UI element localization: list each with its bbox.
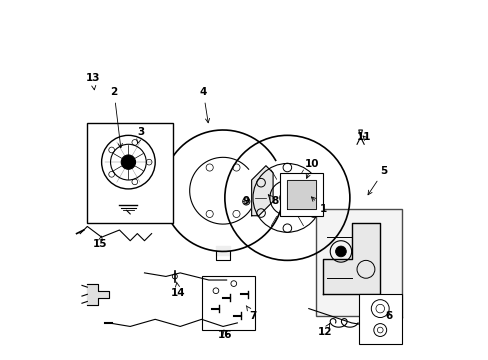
Circle shape (121, 155, 135, 169)
Text: 3: 3 (137, 127, 144, 143)
Text: 5: 5 (367, 166, 386, 195)
Circle shape (335, 246, 346, 257)
Text: 15: 15 (92, 236, 107, 249)
Text: 11: 11 (356, 132, 371, 142)
Polygon shape (251, 166, 272, 216)
Polygon shape (323, 223, 380, 294)
Bar (358, 294, 401, 344)
Text: 6: 6 (385, 311, 392, 321)
Text: 1: 1 (311, 197, 326, 213)
Bar (201, 276, 255, 330)
Bar (87, 123, 173, 223)
Polygon shape (87, 284, 108, 305)
Bar (315, 208, 401, 316)
Text: 8: 8 (268, 195, 278, 206)
Text: 4: 4 (199, 87, 209, 123)
Text: 14: 14 (171, 282, 185, 297)
Text: 16: 16 (217, 330, 232, 341)
Text: 10: 10 (305, 159, 319, 178)
Polygon shape (287, 180, 315, 208)
Text: 9: 9 (242, 197, 249, 206)
Text: 2: 2 (110, 87, 122, 148)
Text: 13: 13 (85, 73, 100, 90)
Bar (280, 173, 323, 216)
Text: 12: 12 (317, 324, 331, 337)
Circle shape (279, 190, 294, 205)
Text: 7: 7 (246, 306, 257, 321)
